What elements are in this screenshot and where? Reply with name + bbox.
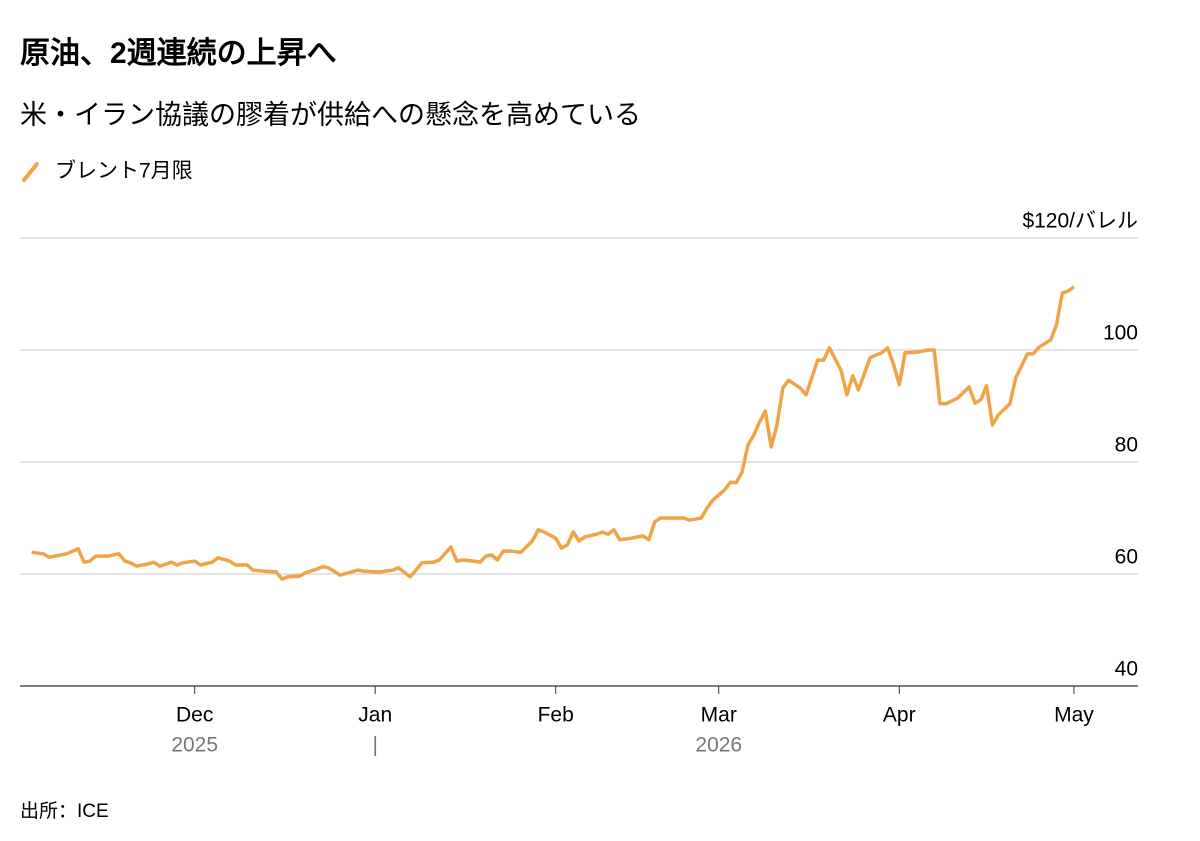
x-tick-label: Dec xyxy=(176,704,213,727)
chart-subtitle: 米・イラン協議の膠着が供給への懸念を高めている xyxy=(20,100,641,130)
x-tick-label: Jan xyxy=(358,704,392,727)
y-tick-label: 80 xyxy=(1115,434,1138,457)
x-tick-label: Feb xyxy=(538,704,574,727)
legend-label: ブレント7月限 xyxy=(55,160,193,183)
y-tick-label: $120/バレル xyxy=(1022,210,1138,233)
y-tick-label: 60 xyxy=(1115,546,1138,569)
y-tick-label: 40 xyxy=(1115,658,1138,681)
x-year-label: 2025 xyxy=(171,734,218,757)
x-tick-label: Mar xyxy=(701,704,737,727)
x-year-label: 2026 xyxy=(695,734,742,757)
y-tick-label: 100 xyxy=(1103,322,1138,345)
x-tick-label: May xyxy=(1054,704,1094,727)
price-line xyxy=(31,285,1075,581)
legend-swatch xyxy=(22,162,39,182)
chart-title: 原油、2週連続の上昇へ xyxy=(20,37,337,70)
x-tick-label: Apr xyxy=(883,704,916,727)
x-year-label: | xyxy=(372,734,377,757)
source: 出所：ICE xyxy=(20,800,109,822)
